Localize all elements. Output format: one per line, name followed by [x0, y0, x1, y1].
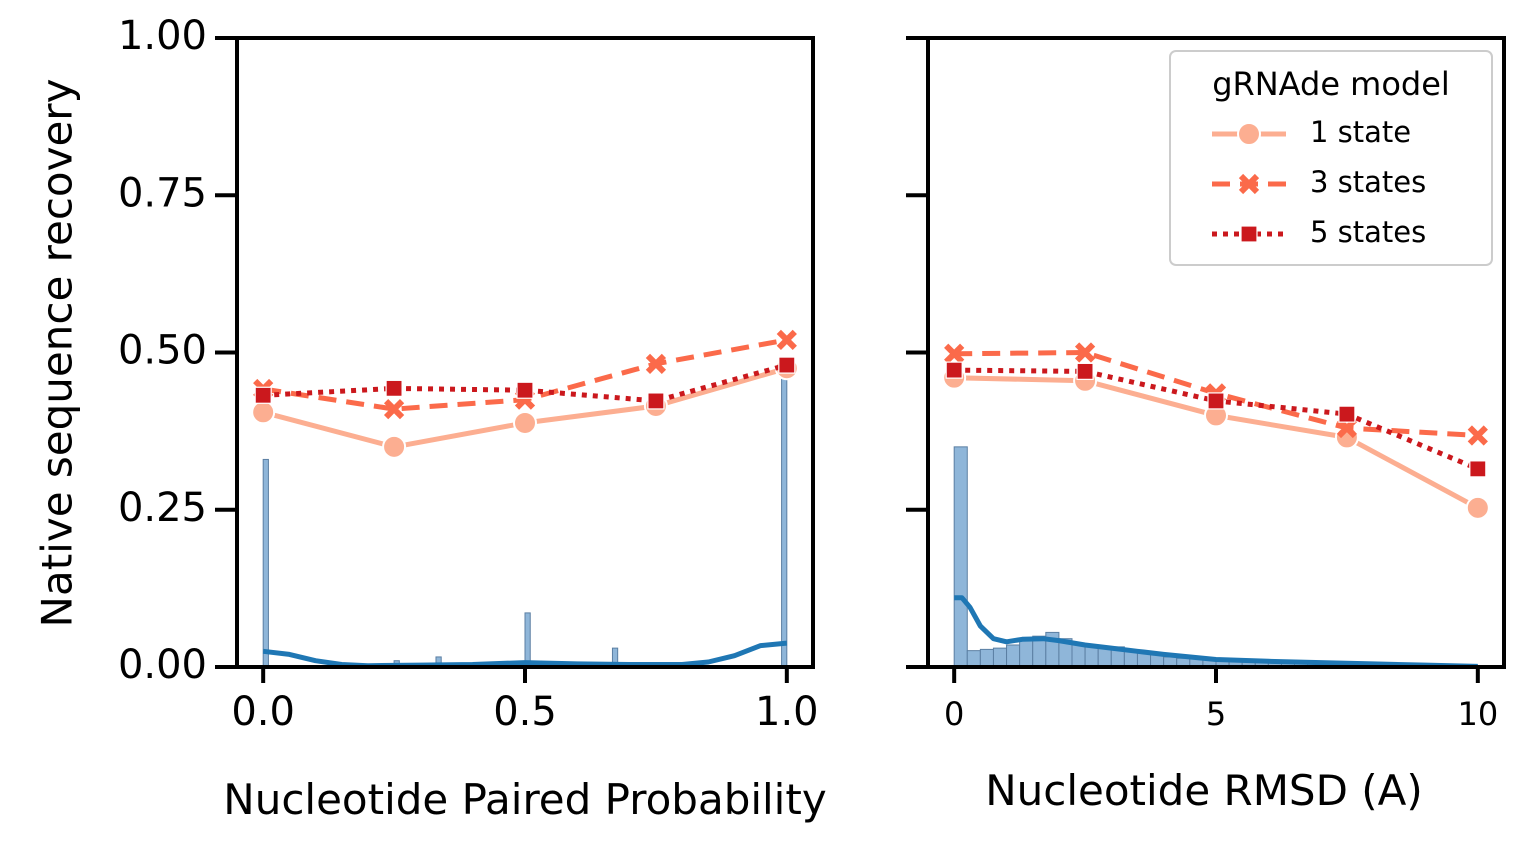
legend: gRNAde model 1 state 3 states 5 states	[1169, 50, 1493, 266]
legend-label: 1 state	[1310, 115, 1411, 149]
data-point	[1074, 342, 1096, 363]
x-tick-label: 10	[1457, 695, 1498, 733]
data-point	[1076, 362, 1094, 380]
legend-marker	[1240, 225, 1258, 243]
panel-paired-probability: 0.00 0.25 0.50 0.75 1.00 0.0 0.5 1.0 Nucleotide …	[118, 13, 827, 824]
data-point	[251, 400, 276, 425]
legend-label: 5 states	[1310, 215, 1426, 249]
kde-curve	[954, 595, 1478, 669]
panel-rmsd: 0 5 10 Nucleotide RMSD (A)	[906, 36, 1506, 815]
legend-entry: 1 state	[1212, 115, 1411, 149]
histogram-bar	[262, 458, 269, 668]
histogram-bar	[1006, 644, 1021, 668]
series-5-states	[254, 356, 796, 410]
data-point	[385, 379, 403, 397]
histogram-bar	[992, 647, 1008, 668]
histogram-bar	[1136, 652, 1152, 668]
data-point	[945, 361, 963, 379]
data-point	[645, 353, 667, 374]
legend-marker	[1238, 173, 1260, 195]
series-1-state	[251, 356, 799, 459]
histogram-bar	[953, 446, 968, 668]
kde-curve	[262, 640, 788, 669]
x-tick-label: 1.0	[755, 689, 819, 735]
legend-label: 3 states	[1310, 165, 1426, 199]
legend-entry: 5 states	[1212, 215, 1426, 249]
data-point	[383, 398, 405, 420]
y-tick-label: 0.25	[118, 485, 207, 531]
y-tick-label: 1.00	[118, 13, 207, 59]
data-point	[647, 392, 665, 410]
data-point	[778, 356, 796, 374]
legend-marker	[1237, 122, 1261, 146]
data-point	[254, 386, 272, 404]
histogram-bar	[1097, 647, 1112, 668]
y-tick-label: 0.50	[118, 328, 207, 374]
histogram-bar	[1019, 640, 1034, 668]
axes-frame	[235, 36, 815, 669]
data-point	[382, 434, 407, 459]
series-3-states	[253, 329, 797, 420]
histogram-bar	[979, 648, 994, 668]
x-axis-label: Nucleotide Paired Probability	[223, 775, 826, 824]
y-tick-label: 0.75	[118, 170, 207, 216]
data-point	[944, 343, 965, 364]
x-axis-label: Nucleotide RMSD (A)	[985, 766, 1423, 815]
histogram	[953, 446, 1479, 668]
data-point	[1338, 405, 1356, 423]
x-tick-label: 0.5	[493, 689, 557, 735]
data-point	[516, 381, 534, 399]
legend-frame	[1169, 50, 1493, 266]
data-point	[776, 329, 797, 351]
histogram-bar	[781, 374, 788, 668]
data-point	[1469, 460, 1487, 478]
data-point	[1465, 495, 1490, 520]
data-point	[1207, 392, 1225, 410]
y-axis-label: Native sequence recovery	[33, 79, 82, 628]
legend-title: gRNAde model	[1212, 65, 1450, 103]
series-line	[262, 365, 788, 450]
y-tick-label: 0.00	[118, 642, 207, 688]
x-tick-label: 5	[1206, 695, 1226, 733]
legend-entry: 3 states	[1212, 165, 1426, 199]
x-tick-label: 0	[944, 695, 964, 733]
data-point	[1467, 425, 1488, 446]
x-tick-label: 0.0	[231, 689, 295, 735]
histogram-bar	[524, 612, 531, 668]
series-5-states	[945, 361, 1487, 478]
data-point	[513, 410, 537, 435]
histogram-bar	[966, 650, 981, 668]
